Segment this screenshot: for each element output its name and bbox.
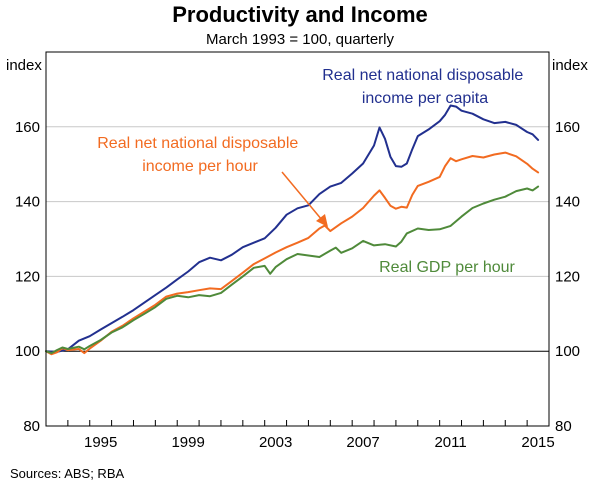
source-note: Sources: ABS; RBA <box>10 466 124 481</box>
y-tick-left-160: 160 <box>15 119 40 136</box>
left-axis-unit-label: index <box>6 57 42 74</box>
series-line-1 <box>45 151 540 356</box>
income-per-hour-arrowhead <box>316 214 328 227</box>
plot-frame <box>45 51 550 427</box>
x-tick-label-1999: 1999 <box>171 434 204 451</box>
y-tick-right-80: 80 <box>555 418 572 435</box>
y-tick-right-120: 120 <box>555 268 580 285</box>
series-line-2 <box>45 185 540 355</box>
y-tick-right-100: 100 <box>555 343 580 360</box>
chart-title: Productivity and Income <box>172 2 428 27</box>
label-income-per-capita-line2: income per capita <box>362 90 488 107</box>
x-axis-ticks: 1995 1999 2003 2007 2011 2015 <box>45 420 555 451</box>
x-tick-label-2011: 2011 <box>434 434 466 451</box>
y-tick-right-140: 140 <box>555 194 580 211</box>
label-income-per-hour-line1: Real net national disposable <box>97 135 298 152</box>
x-tick-label-2015: 2015 <box>521 434 554 451</box>
x-tick-label-1995: 1995 <box>84 434 117 451</box>
x-tick-label-2003: 2003 <box>259 434 292 451</box>
y-tick-left-120: 120 <box>15 268 40 285</box>
gridlines <box>46 126 549 352</box>
y-tick-labels: 80 80 100 100 120 120 140 140 160 160 <box>15 119 580 435</box>
label-income-per-capita-line1: Real net national disposable <box>322 67 523 84</box>
label-income-per-hour: Real net national disposable income per … <box>97 135 302 175</box>
y-tick-right-160: 160 <box>555 119 580 136</box>
income-per-hour-arrow <box>281 171 323 221</box>
series-lines <box>45 104 540 356</box>
series-line-0 <box>45 104 540 353</box>
y-tick-left-140: 140 <box>15 194 40 211</box>
label-income-per-capita: Real net national disposable income per … <box>322 67 527 107</box>
x-tick-label-2007: 2007 <box>346 434 379 451</box>
y-tick-left-100: 100 <box>15 343 40 360</box>
right-axis-unit-label: index <box>552 57 588 74</box>
y-tick-left-80: 80 <box>23 418 40 435</box>
label-income-per-hour-line2: income per hour <box>142 158 258 175</box>
chart-subtitle: March 1993 = 100, quarterly <box>206 31 395 48</box>
label-gdp-per-hour: Real GDP per hour <box>379 259 515 276</box>
